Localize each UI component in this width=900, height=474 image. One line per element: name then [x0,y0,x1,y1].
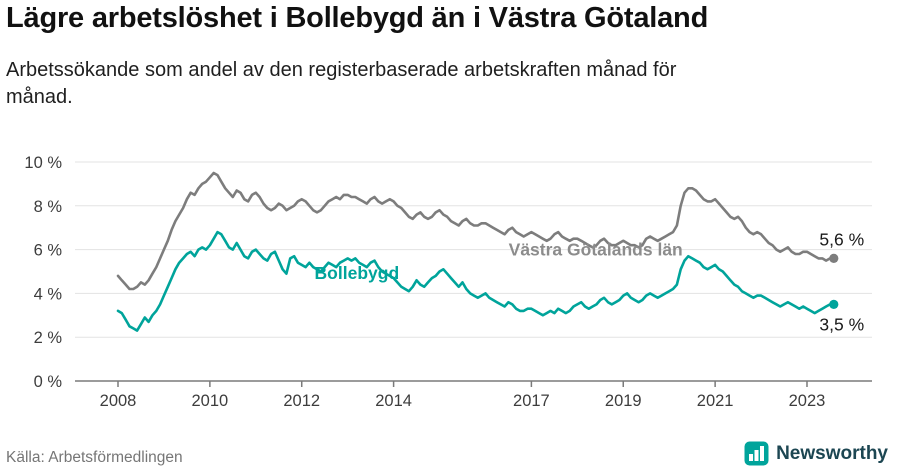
page-subtitle: Arbetssökande som andel av den registerb… [6,59,677,108]
y-tick-label: 2 % [34,329,63,347]
end-value-label-region: 5,6 % [819,229,864,249]
series-label-bollebygd: Bollebygd [315,263,400,283]
end-value-label-bollebygd: 3,5 % [819,314,864,334]
x-tick-label: 2019 [605,392,642,410]
x-tick-label: 2008 [100,392,137,410]
series-end-dot-region [829,253,839,263]
source-note: Källa: Arbetsförmedlingen [6,449,183,466]
x-tick-label: 2021 [697,392,734,410]
x-tick-label: 2010 [192,392,229,410]
y-tick-label: 6 % [34,242,63,260]
y-tick-label: 10 % [24,154,62,172]
x-tick-label: 2017 [513,392,550,410]
series-line-region [116,171,836,291]
page-title: Lägre arbetslöshet i Bollebygd än i Väst… [6,2,709,34]
y-tick-label: 0 % [34,373,63,391]
series-label-region: Västra Götalands län [509,240,683,260]
y-tick-label: 8 % [34,198,63,216]
newsworthy-icon [744,441,769,466]
series-end-dot-bollebygd [829,299,839,309]
x-tick-label: 2012 [283,392,320,410]
series-line-bollebygd [116,230,836,332]
x-tick-label: 2014 [375,392,412,410]
y-tick-label: 4 % [34,285,63,303]
x-tick-label: 2023 [789,392,826,410]
newsworthy-wordmark: Newsworthy [776,442,888,464]
newsworthy-logo[interactable]: Newsworthy [744,441,888,466]
